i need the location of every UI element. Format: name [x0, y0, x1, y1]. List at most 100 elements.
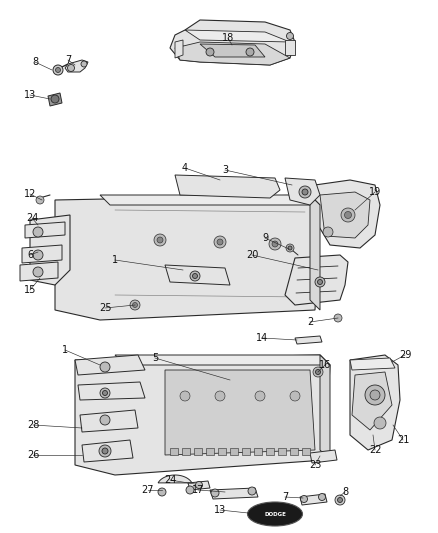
Circle shape — [335, 495, 345, 505]
Text: 22: 22 — [369, 445, 381, 455]
Polygon shape — [295, 336, 322, 344]
Circle shape — [100, 415, 110, 425]
Circle shape — [246, 48, 254, 56]
Text: 12: 12 — [24, 189, 36, 199]
Polygon shape — [175, 175, 280, 198]
Circle shape — [206, 48, 214, 56]
Circle shape — [100, 362, 110, 372]
Polygon shape — [285, 255, 348, 305]
Text: 7: 7 — [65, 55, 71, 65]
Polygon shape — [115, 355, 330, 365]
Circle shape — [315, 277, 325, 287]
Circle shape — [341, 208, 355, 222]
Polygon shape — [302, 448, 310, 455]
Text: 23: 23 — [309, 460, 321, 470]
Polygon shape — [55, 195, 320, 320]
Text: 17: 17 — [192, 485, 204, 495]
Text: 16: 16 — [319, 360, 331, 370]
Polygon shape — [182, 448, 190, 455]
Polygon shape — [100, 195, 320, 205]
Polygon shape — [266, 448, 274, 455]
Text: 7: 7 — [282, 492, 288, 502]
Text: 15: 15 — [24, 285, 36, 295]
Text: 6: 6 — [27, 250, 33, 260]
Polygon shape — [75, 355, 330, 475]
Circle shape — [318, 494, 325, 500]
Polygon shape — [158, 475, 192, 483]
Circle shape — [318, 279, 322, 285]
Polygon shape — [278, 448, 286, 455]
Polygon shape — [200, 44, 265, 57]
Polygon shape — [218, 448, 226, 455]
Polygon shape — [320, 192, 370, 238]
Polygon shape — [65, 60, 88, 72]
Circle shape — [192, 273, 198, 279]
Polygon shape — [165, 265, 230, 285]
Polygon shape — [20, 262, 58, 281]
Circle shape — [214, 236, 226, 248]
Circle shape — [195, 481, 202, 489]
Circle shape — [211, 489, 219, 497]
Text: 26: 26 — [27, 450, 39, 460]
Circle shape — [217, 239, 223, 245]
Circle shape — [102, 391, 107, 395]
Text: 14: 14 — [256, 333, 268, 343]
Circle shape — [286, 33, 293, 39]
Polygon shape — [185, 30, 290, 42]
Circle shape — [102, 448, 108, 454]
Circle shape — [323, 227, 333, 237]
Text: 19: 19 — [369, 187, 381, 197]
Circle shape — [345, 212, 352, 219]
Circle shape — [255, 391, 265, 401]
Text: 1: 1 — [112, 255, 118, 265]
Text: 8: 8 — [342, 487, 348, 497]
Circle shape — [370, 390, 380, 400]
Polygon shape — [30, 215, 70, 285]
Polygon shape — [170, 448, 178, 455]
Text: 18: 18 — [222, 33, 234, 43]
Circle shape — [365, 385, 385, 405]
Circle shape — [130, 300, 140, 310]
Polygon shape — [80, 410, 138, 432]
Text: 27: 27 — [142, 485, 154, 495]
Polygon shape — [285, 178, 320, 205]
Text: 21: 21 — [397, 435, 409, 445]
Polygon shape — [78, 382, 145, 400]
Circle shape — [215, 391, 225, 401]
Ellipse shape — [247, 502, 303, 526]
Circle shape — [299, 186, 311, 198]
Text: 29: 29 — [399, 350, 411, 360]
Polygon shape — [210, 488, 258, 499]
Circle shape — [158, 488, 166, 496]
Circle shape — [334, 314, 342, 322]
Polygon shape — [230, 448, 238, 455]
Circle shape — [315, 369, 321, 375]
Circle shape — [269, 238, 281, 250]
Polygon shape — [175, 42, 290, 65]
Polygon shape — [175, 40, 183, 58]
Polygon shape — [310, 195, 320, 310]
Text: 4: 4 — [182, 163, 188, 173]
Text: 9: 9 — [262, 233, 268, 243]
Circle shape — [100, 388, 110, 398]
Circle shape — [56, 68, 60, 72]
Circle shape — [338, 497, 343, 503]
Polygon shape — [290, 448, 298, 455]
Circle shape — [186, 486, 194, 494]
Polygon shape — [310, 450, 337, 463]
Text: 5: 5 — [152, 353, 158, 363]
Circle shape — [67, 64, 74, 71]
Circle shape — [51, 95, 59, 103]
Circle shape — [180, 391, 190, 401]
Circle shape — [154, 234, 166, 246]
Text: 24: 24 — [164, 475, 176, 485]
Polygon shape — [254, 448, 262, 455]
Circle shape — [99, 445, 111, 457]
Polygon shape — [320, 355, 330, 460]
Polygon shape — [75, 355, 145, 375]
Circle shape — [36, 196, 44, 204]
Circle shape — [81, 61, 87, 67]
Text: 13: 13 — [214, 505, 226, 515]
Polygon shape — [170, 20, 295, 65]
Polygon shape — [22, 245, 62, 263]
